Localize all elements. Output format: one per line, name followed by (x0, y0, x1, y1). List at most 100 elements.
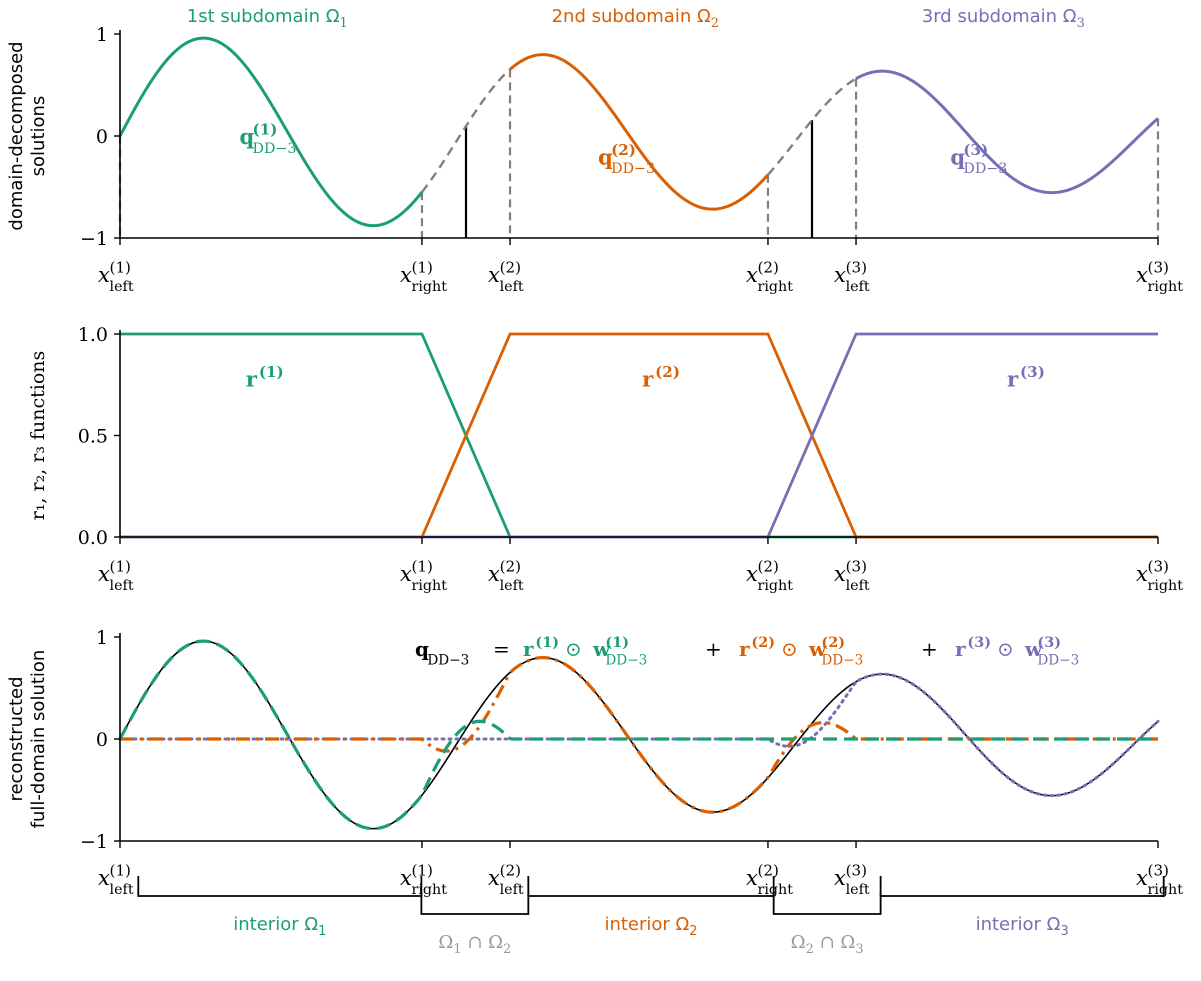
x-tick-label: x (1136, 263, 1148, 287)
label-subscript: right (758, 279, 794, 295)
series-label: q (240, 124, 255, 149)
formula-lhs: q (415, 637, 429, 661)
label-subscript: left (846, 882, 870, 898)
series-r1-w1 (118, 639, 1158, 831)
brace-label: interior Ω2 (604, 914, 697, 939)
series-solid-segment (118, 36, 424, 228)
label-subscript: right (412, 578, 448, 594)
series-label: q (598, 144, 613, 169)
brace-label: interior Ω1 (233, 914, 326, 939)
formula-hadamard: ⊙ (781, 637, 798, 661)
label-subscript: left (500, 882, 524, 898)
x-tick-label: x (834, 263, 846, 287)
formula-w-term: w (808, 637, 827, 661)
series-label: q (950, 144, 965, 169)
label-superscript: (1) (110, 259, 131, 277)
series-label: r (642, 367, 654, 392)
brace-label: interior Ω3 (976, 914, 1069, 939)
label-subscript: DD−3 (1037, 652, 1079, 668)
label-subscript: left (846, 279, 870, 295)
label-subscript: left (110, 578, 134, 594)
x-tick-label: x (746, 562, 758, 586)
y-axis-label: domain-decomposed (6, 41, 27, 230)
exact-solution-line (119, 640, 1159, 830)
x-tick-label: x (400, 562, 412, 586)
formula-w-term: w (592, 637, 611, 661)
label-subscript: DD−3 (821, 652, 863, 668)
label-superscript: (2) (821, 634, 845, 651)
label-subscript: left (110, 882, 134, 898)
y-tick-label: 1 (96, 24, 108, 46)
label-superscript: (1) (110, 862, 131, 880)
subdomain-title: 1st subdomain Ω1 (187, 6, 348, 31)
label-subscript: DD−3 (611, 161, 655, 177)
x-tick-label: x (98, 263, 110, 287)
label-subscript: right (758, 882, 794, 898)
label-superscript: (1) (253, 121, 278, 139)
series-r2-w2 (120, 656, 1158, 814)
series-solid-segment (509, 53, 770, 211)
y-tick-label: 0.5 (78, 426, 108, 448)
brace-label: Ω2 ∩ Ω3 (791, 932, 864, 957)
label-subscript: right (758, 578, 794, 594)
label-superscript: (3) (846, 558, 867, 576)
y-axis-label: reconstructed (6, 676, 27, 801)
x-tick-label: x (98, 866, 110, 890)
label-subscript: left (110, 279, 134, 295)
x-tick-label: x (488, 866, 500, 890)
y-tick-label: 1 (96, 627, 108, 649)
label-superscript: (2) (758, 862, 779, 880)
brace-bracket (137, 876, 423, 897)
x-tick-label: x (746, 263, 758, 287)
series-label: r (246, 367, 258, 392)
label-superscript: (2) (500, 259, 521, 277)
x-tick-label: x (488, 263, 500, 287)
label-superscript: (2) (500, 558, 521, 576)
label-superscript: (2) (500, 862, 521, 880)
formula-hadamard: ⊙ (565, 637, 582, 661)
series-r3-w3 (118, 672, 1160, 798)
label-subscript: right (412, 279, 448, 295)
label-subscript: right (1148, 578, 1184, 594)
brace-bracket (772, 892, 882, 915)
label-superscript: (3) (1148, 259, 1169, 277)
label-superscript: (3) (846, 862, 867, 880)
formula-plus: + (705, 637, 722, 661)
subdomain-braces: interior Ω1 Ω1 ∩ Ω2 interior Ω2 Ω2 ∩ Ω3 inte… (137, 876, 1165, 957)
x-tick-label: x (1136, 866, 1148, 890)
label-superscript: (1) (535, 634, 559, 651)
label-superscript: (1) (605, 634, 629, 651)
label-subscript: left (846, 578, 870, 594)
label-superscript: (2) (655, 363, 680, 381)
label-superscript: (3) (846, 259, 867, 277)
label-subscript: right (1148, 882, 1184, 898)
label-subscript: right (1148, 279, 1184, 295)
x-tick-label: x (98, 562, 110, 586)
label-superscript: (3) (963, 141, 988, 159)
label-subscript: DD−3 (427, 652, 469, 668)
formula-equals: = (493, 637, 510, 661)
y-axis-label: solutions (28, 96, 49, 177)
label-subscript: right (412, 882, 448, 898)
y-tick-label: 0.0 (78, 527, 108, 549)
x-tick-label: x (400, 866, 412, 890)
label-superscript: (1) (412, 259, 433, 277)
y-tick-label: 0 (96, 126, 108, 148)
label-subscript: DD−3 (605, 652, 647, 668)
formula-w-term: w (1024, 637, 1043, 661)
series-solid-segment (855, 69, 1159, 195)
x-tick-label: x (746, 866, 758, 890)
label-superscript: (3) (1148, 862, 1169, 880)
brace-bracket (527, 876, 775, 897)
series-label: r (1007, 367, 1019, 392)
brace-bracket (420, 892, 530, 915)
label-superscript: (3) (1020, 363, 1045, 381)
y-axis-label: r₁, r₂, r₃ functions (27, 351, 49, 521)
panel-partition-functions: r₁, r₂, r₃ functions r (1) r (2) r (3)0.00.51.… (27, 324, 1183, 594)
label-superscript: (2) (611, 141, 636, 159)
formula-r-term: r (739, 637, 750, 661)
y-tick-label: 0 (96, 729, 108, 751)
